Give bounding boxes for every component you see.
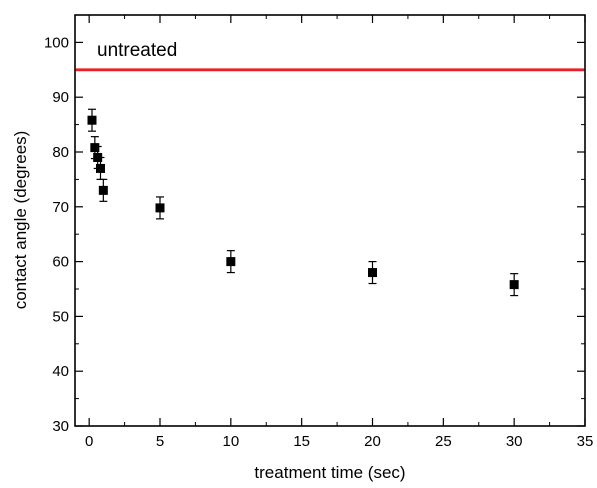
y-axis-ticks: 30 40 50 60 70 80 90 100 bbox=[44, 34, 585, 435]
data-point bbox=[368, 261, 377, 285]
data-points-layer bbox=[87, 108, 519, 297]
data-point bbox=[226, 250, 236, 274]
data-point bbox=[509, 273, 519, 297]
square-marker bbox=[90, 143, 100, 153]
square-marker bbox=[96, 163, 105, 173]
data-point bbox=[87, 108, 97, 132]
square-marker bbox=[368, 268, 377, 278]
y-tick-label: 80 bbox=[52, 144, 69, 161]
plot-frame bbox=[74, 14, 586, 427]
x-tick-label: 35 bbox=[577, 433, 594, 450]
square-marker bbox=[509, 280, 519, 290]
x-tick-label: 10 bbox=[222, 433, 239, 450]
x-tick-label: 5 bbox=[156, 433, 164, 450]
x-axis-ticks: 0 5 10 15 20 25 30 35 bbox=[85, 15, 593, 450]
y-tick-label: 30 bbox=[52, 418, 69, 435]
x-tick-label: 20 bbox=[364, 433, 381, 450]
y-tick-label: 90 bbox=[52, 89, 69, 106]
x-axis-label: treatment time (sec) bbox=[254, 463, 405, 482]
annotation-untreated: untreated bbox=[97, 40, 177, 61]
x-tick-label: 25 bbox=[435, 433, 452, 450]
square-marker bbox=[155, 203, 165, 213]
y-tick-label: 60 bbox=[52, 254, 69, 271]
y-tick-label: 70 bbox=[52, 199, 69, 216]
x-tick-label: 30 bbox=[506, 433, 523, 450]
y-tick-label: 50 bbox=[52, 308, 69, 325]
data-point bbox=[98, 178, 108, 202]
x-tick-label: 0 bbox=[85, 433, 93, 450]
square-marker bbox=[226, 257, 236, 267]
square-marker bbox=[98, 185, 108, 195]
y-axis-label: contact angle (degrees) bbox=[11, 131, 30, 310]
y-tick-label: 40 bbox=[52, 363, 69, 380]
data-point bbox=[155, 196, 165, 220]
y-tick-label: 100 bbox=[44, 34, 69, 51]
x-tick-label: 15 bbox=[293, 433, 310, 450]
square-marker bbox=[87, 115, 97, 125]
